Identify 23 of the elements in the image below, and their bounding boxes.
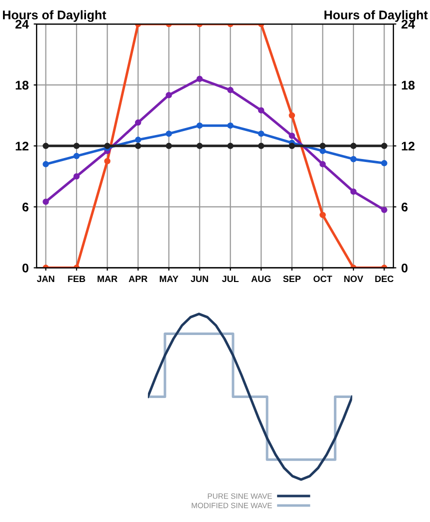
x-tick-label: NOV	[344, 276, 364, 282]
y2-tick-label: 12	[402, 142, 414, 150]
x-tick-label: FEB	[68, 276, 86, 282]
y-tick-label: 18	[16, 80, 29, 90]
x-tick-label: MAY	[160, 276, 178, 282]
y-tick-label: 24	[15, 20, 29, 29]
x-tick-label: JAN	[36, 276, 54, 282]
y2-tick-label: 0	[402, 264, 408, 272]
y-tick-label: 12	[16, 142, 28, 150]
x-tick-label: OCT	[314, 276, 332, 282]
y2-tick-label: 18	[402, 80, 415, 90]
x-tick-label: MAR	[98, 276, 118, 282]
x-tick-label: JUL	[222, 276, 239, 282]
y2-axis-title: Hours of Daylight	[324, 10, 428, 22]
y2-tick-label: 6	[402, 202, 408, 212]
y-tick-label: 0	[22, 264, 28, 272]
x-tick-label: DEC	[375, 276, 394, 282]
x-tick-label: APR	[128, 276, 148, 282]
y-tick-label: 6	[22, 202, 28, 212]
y2-tick-label: 24	[402, 20, 415, 29]
x-tick-label: JUN	[190, 276, 208, 282]
x-tick-label: SEP	[283, 276, 301, 282]
x-tick-label: AUG	[251, 276, 271, 282]
